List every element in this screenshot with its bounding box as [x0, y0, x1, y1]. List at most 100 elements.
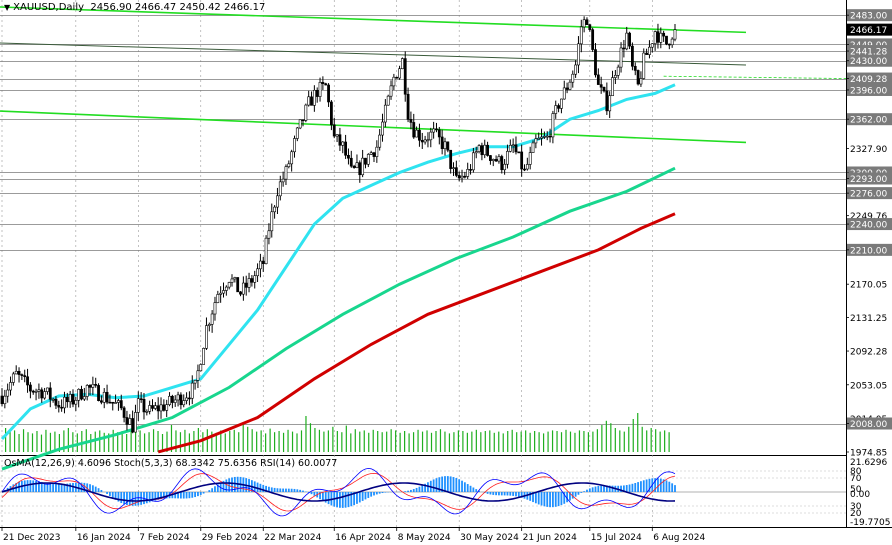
- osma-bar: [290, 488, 293, 492]
- volume-bar: [502, 433, 504, 452]
- candle-body: [474, 151, 478, 154]
- candle-body: [463, 175, 467, 178]
- candle-body: [579, 26, 583, 45]
- candle-body: [554, 105, 558, 114]
- candle-body: [148, 405, 152, 412]
- volume-bar: [184, 429, 186, 452]
- candle-body: [40, 389, 44, 399]
- osma-bar: [233, 476, 236, 492]
- candle-body: [20, 374, 24, 376]
- current-price-box: [847, 23, 892, 36]
- candle-body: [267, 230, 271, 239]
- level-price-box: [847, 113, 892, 126]
- osma-bar: [32, 480, 35, 492]
- candles: [0, 16, 677, 434]
- osma-bar: [424, 483, 427, 492]
- candle-body: [290, 151, 294, 165]
- trendline[interactable]: [0, 110, 747, 144]
- volume-bar: [202, 432, 204, 452]
- volume-bar: [507, 431, 509, 452]
- volume-bar: [417, 429, 419, 452]
- osma-bar: [370, 492, 373, 497]
- trendline[interactable]: [0, 6, 747, 34]
- candle-body: [440, 136, 444, 149]
- volume-bar: [323, 431, 325, 452]
- osma-bar: [642, 480, 645, 492]
- osma-bar: [543, 492, 546, 507]
- price-tick-label: 2409.28: [850, 75, 887, 85]
- candle-body: [423, 139, 427, 143]
- trendline[interactable]: [0, 42, 747, 66]
- collapse-triangle-icon[interactable]: ▼: [4, 3, 11, 12]
- volume-bar: [605, 420, 607, 452]
- osma-bar: [574, 492, 577, 497]
- candle-body: [395, 76, 399, 79]
- candle-body: [406, 93, 410, 120]
- osma-bar: [495, 492, 498, 496]
- osma-bar: [540, 492, 543, 506]
- candle-body: [57, 405, 61, 408]
- candle-body: [471, 152, 475, 171]
- volume-bar: [408, 433, 410, 452]
- volume-bar: [350, 433, 352, 452]
- candle-body: [60, 406, 64, 409]
- candle-body: [486, 144, 489, 156]
- price-tick-label: 2327.90: [850, 145, 887, 155]
- volume-bar: [300, 430, 303, 452]
- volume-bar: [175, 430, 177, 452]
- volume-bar: [489, 430, 491, 452]
- candle-body: [151, 405, 154, 409]
- candle-body: [261, 260, 265, 265]
- osma-bar: [265, 485, 267, 492]
- level-price-box: [847, 72, 892, 85]
- rsi-line: [1, 482, 676, 502]
- osma-bar: [128, 492, 131, 506]
- osma-bar: [500, 492, 503, 496]
- osma-bar: [515, 492, 517, 497]
- osma-bar: [461, 480, 463, 492]
- candle-body: [622, 47, 626, 50]
- volume-bar: [368, 432, 370, 452]
- candle-body: [213, 302, 217, 315]
- candle-body: [182, 400, 186, 406]
- osma-bar: [89, 484, 91, 492]
- candle-body: [369, 152, 373, 155]
- ema200-line: [157, 212, 676, 454]
- candle-body: [17, 370, 21, 375]
- candle-body: [159, 404, 163, 412]
- candle-body: [523, 168, 526, 171]
- candle-body: [168, 395, 171, 405]
- candle-body: [63, 396, 66, 409]
- candle-body: [355, 162, 359, 168]
- candle-body: [466, 169, 470, 177]
- candle-body: [633, 65, 637, 71]
- candle-body: [37, 389, 41, 392]
- volume-bar: [345, 425, 347, 452]
- volume-bar: [556, 431, 558, 452]
- level-price-box: [847, 417, 892, 430]
- price-tick-label: 2008.00: [850, 420, 887, 430]
- oscillator-tick-label: 50: [850, 485, 862, 495]
- osma-bar: [117, 492, 120, 502]
- candle-body: [31, 390, 35, 393]
- candle-body: [315, 89, 319, 97]
- volume-bar: [484, 431, 486, 452]
- candle-body: [670, 38, 674, 46]
- candle-body: [190, 382, 194, 399]
- volume-bar: [318, 429, 321, 452]
- osma-bar: [645, 479, 648, 492]
- candle-body: [119, 400, 123, 409]
- candle-body: [585, 19, 589, 25]
- candle-body: [659, 32, 663, 43]
- osma-bar: [83, 482, 86, 492]
- candle-body: [571, 73, 575, 83]
- volume-bar: [117, 432, 119, 452]
- osma-bar: [216, 484, 219, 492]
- price-tick-label: 2210.00: [850, 246, 887, 256]
- candle-body: [239, 291, 242, 295]
- osma-bar: [441, 476, 444, 492]
- osma-bar: [120, 492, 123, 504]
- osma-bar: [435, 478, 438, 492]
- volume-bar: [139, 430, 141, 452]
- candle-body: [366, 154, 370, 165]
